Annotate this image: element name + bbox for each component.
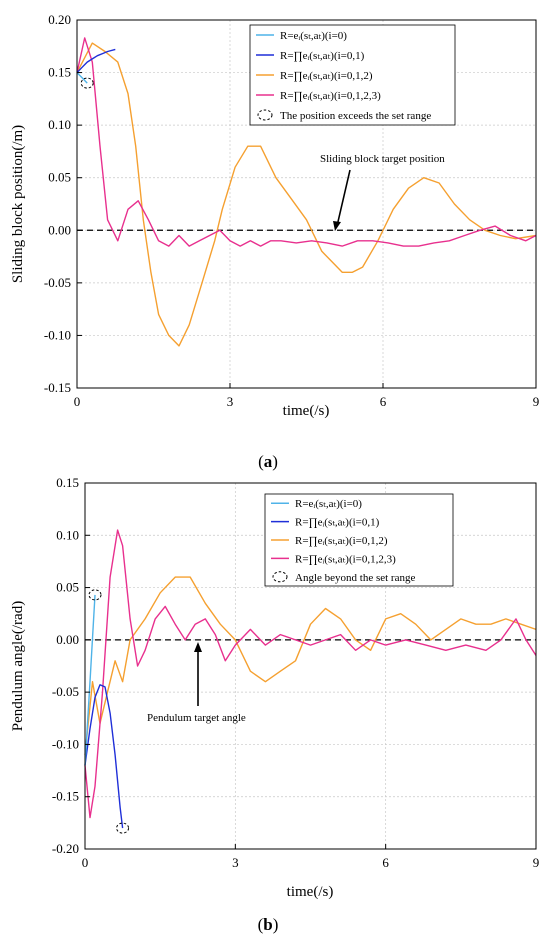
legend-label: R=∏eᵢ(sₜ,aₜ)(i=0,1,2): [280, 70, 373, 82]
x-tick-label: 6: [382, 855, 389, 870]
out-of-range-marker: [88, 589, 102, 601]
x-tick-label: 0: [82, 855, 89, 870]
legend-box-a: [249, 24, 456, 126]
series-line-2: [76, 42, 537, 347]
y-tick-label: -0.05: [52, 684, 79, 699]
range-markers-a: [80, 77, 94, 89]
y-tick-label: 0.10: [48, 117, 71, 132]
target-annotation-b: Pendulum target angle: [147, 712, 246, 724]
chart-panel-b: 0 3 6 9 -0.20 -0.15 -0.10 -0.05 0.00 0.05 0.10 0.15…: [10, 475, 539, 934]
annotation-arrow-a: [336, 169, 351, 227]
legend-marker-swatch: [257, 109, 273, 121]
y-axis-title-b: Pendulum angle(/rad): [10, 601, 26, 731]
series-line-1: [76, 48, 116, 74]
legend-label: R=∏eᵢ(sₜ,aₜ)(i=0,1,2): [295, 535, 388, 547]
legend-label: The position exceeds the set range: [280, 110, 431, 122]
y-tick-label: 0.15: [56, 475, 79, 490]
out-of-range-marker: [116, 822, 130, 834]
series-group-b: [84, 529, 537, 829]
range-markers-b: [88, 589, 130, 834]
legend-box-b: [264, 493, 454, 587]
series-group-a: [76, 37, 537, 347]
series-line-1: [84, 684, 124, 829]
x-tick-label: 0: [74, 394, 81, 409]
x-axis-title-a: time(/s): [283, 403, 330, 419]
axis-ticks-b: 0 3 6 9 -0.20 -0.15 -0.10 -0.05 0.00 0.05 0.10 0.15: [52, 475, 539, 870]
annotation-arrowhead-a: [333, 221, 341, 231]
axis-ticks-a: 0 3 6 9 -0.15 -0.10 -0.05 0.00 0.05 0.10 0.15 0.20: [44, 12, 539, 409]
plot-border-a: [76, 19, 537, 389]
x-tick-label: 9: [533, 394, 540, 409]
panel-label-b: (b): [258, 915, 279, 934]
chart-panel-a: 0 3 6 9-0.15-0.10-0.050.000.050.100.150.20 …: [10, 12, 539, 471]
y-tick-label: 0.00: [48, 222, 71, 237]
legend-label: R=eᵢ(sₜ,aₜ)(i=0): [280, 30, 347, 42]
plot-border-b: [84, 482, 537, 850]
y-tick-label: -0.10: [44, 327, 71, 342]
y-tick-label: -0.10: [52, 736, 79, 751]
y-tick-label: -0.15: [52, 789, 79, 804]
x-tick-label: 6: [380, 394, 387, 409]
y-tick-label: -0.05: [44, 275, 71, 290]
legend-label: R=∏eᵢ(sₜ,aₜ)(i=0,1): [295, 517, 380, 529]
y-tick-label: 0.20: [48, 12, 71, 27]
y-axis-title-a: Sliding block position(/m): [10, 125, 26, 283]
series-line-0: [84, 594, 96, 766]
panel-label-a: (a): [258, 452, 278, 471]
legend-label: R=eᵢ(sₜ,aₜ)(i=0): [295, 498, 362, 510]
legend-label: R=∏eᵢ(sₜ,aₜ)(i=0,1): [280, 50, 365, 62]
legend-a: R=eᵢ(sₜ,aₜ)(i=0) R=∏eᵢ(sₜ,aₜ)(i=0,1) R=∏eᵢ…: [249, 24, 456, 126]
series-line-0: [76, 72, 88, 84]
y-tick-label: 0.05: [48, 170, 71, 185]
out-of-range-marker: [80, 77, 94, 89]
y-tick-label: 0.10: [56, 527, 79, 542]
y-tick-label: 0.00: [56, 632, 79, 647]
legend-b: R=eᵢ(sₜ,aₜ)(i=0) R=∏eᵢ(sₜ,aₜ)(i=0,1) R=∏eᵢ…: [264, 493, 454, 587]
legend-label: Angle beyond the set range: [295, 572, 415, 584]
x-tick-label: 9: [533, 855, 540, 870]
x-axis-title-b: time(/s): [287, 884, 334, 900]
y-tick-label: -0.15: [44, 380, 71, 395]
x-tick-label: 3: [227, 394, 234, 409]
target-annotation-a: Sliding block target position: [320, 153, 445, 165]
y-tick-label: 0.05: [56, 580, 79, 595]
legend-label: R=∏eᵢ(sₜ,aₜ)(i=0,1,2,3): [280, 90, 381, 102]
series-line-3: [76, 37, 537, 247]
y-tick-label: -0.20: [52, 841, 79, 856]
series-line-2: [84, 576, 537, 755]
legend-marker-swatch: [272, 571, 288, 583]
legend-label: R=∏eᵢ(sₜ,aₜ)(i=0,1,2,3): [295, 553, 396, 565]
annotation-arrowhead-b: [194, 642, 202, 652]
x-tick-label: 3: [232, 855, 239, 870]
y-tick-label: 0.15: [48, 65, 71, 80]
series-line-3: [84, 529, 537, 819]
